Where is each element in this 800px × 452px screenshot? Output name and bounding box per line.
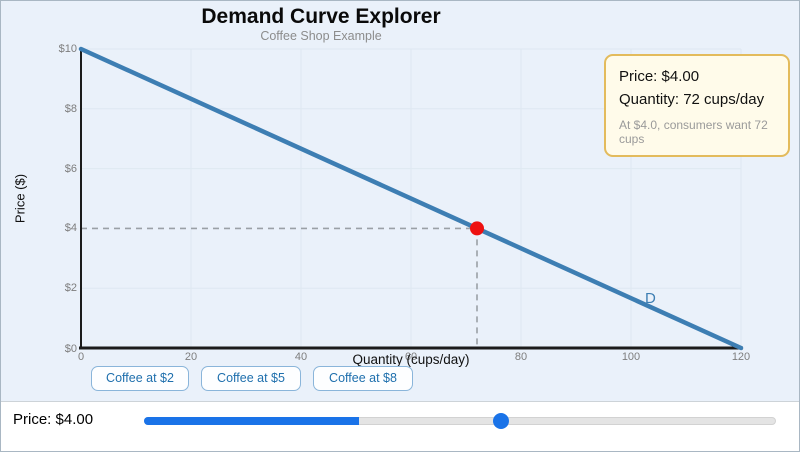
y-axis-title: Price ($): [12, 173, 28, 224]
chart-subtitle: Coffee Shop Example: [260, 29, 382, 43]
x-axis-title: Quantity (cups/day): [352, 352, 470, 367]
x-tick-40: 40: [294, 351, 308, 363]
info-note: At $4.0, consumers want 72 cups: [619, 118, 768, 146]
coffee-at-5-button[interactable]: Coffee at $5: [201, 366, 301, 391]
price-control-panel: Price: $4.00: [1, 401, 799, 451]
x-tick-20: 20: [184, 351, 198, 363]
chart-title: Demand Curve Explorer: [201, 5, 441, 28]
info-box: Price: $4.00 Quantity: 72 cups/day At $4…: [604, 54, 790, 157]
reference-dashed-lines: [81, 227, 478, 348]
y-tick-8: $8: [64, 103, 77, 115]
demand-curve-label: D: [645, 290, 656, 307]
x-tick-80: 80: [514, 351, 528, 363]
y-tick-6: $6: [64, 163, 77, 175]
price-slider[interactable]: [144, 413, 776, 429]
y-tick-10: $10: [58, 43, 77, 55]
x-tick-0: 0: [77, 351, 85, 363]
info-price-line: Price: $4.00: [619, 68, 700, 85]
y-tick-0: $0: [64, 343, 77, 355]
coffee-at-8-button[interactable]: Coffee at $8: [313, 366, 413, 391]
info-quantity-line: Quantity: 72 cups/day: [619, 90, 765, 108]
x-tick-60: 60: [404, 351, 418, 363]
coffee-at-2-button[interactable]: Coffee at $2: [91, 366, 189, 391]
x-tick-100: 100: [621, 351, 641, 363]
y-tick-4: $4: [64, 222, 77, 234]
highlight-point: [470, 221, 484, 236]
x-tick-120: 120: [731, 351, 751, 363]
chart-panel: Demand Curve Explorer Coffee Shop Exampl…: [1, 1, 799, 401]
price-slider-label: Price: $4.00: [13, 411, 94, 428]
demand-curve-line: [78, 46, 744, 351]
slider-fill-bar: [144, 417, 359, 425]
y-tick-2: $2: [64, 282, 77, 294]
slider-thumb[interactable]: [493, 413, 509, 429]
